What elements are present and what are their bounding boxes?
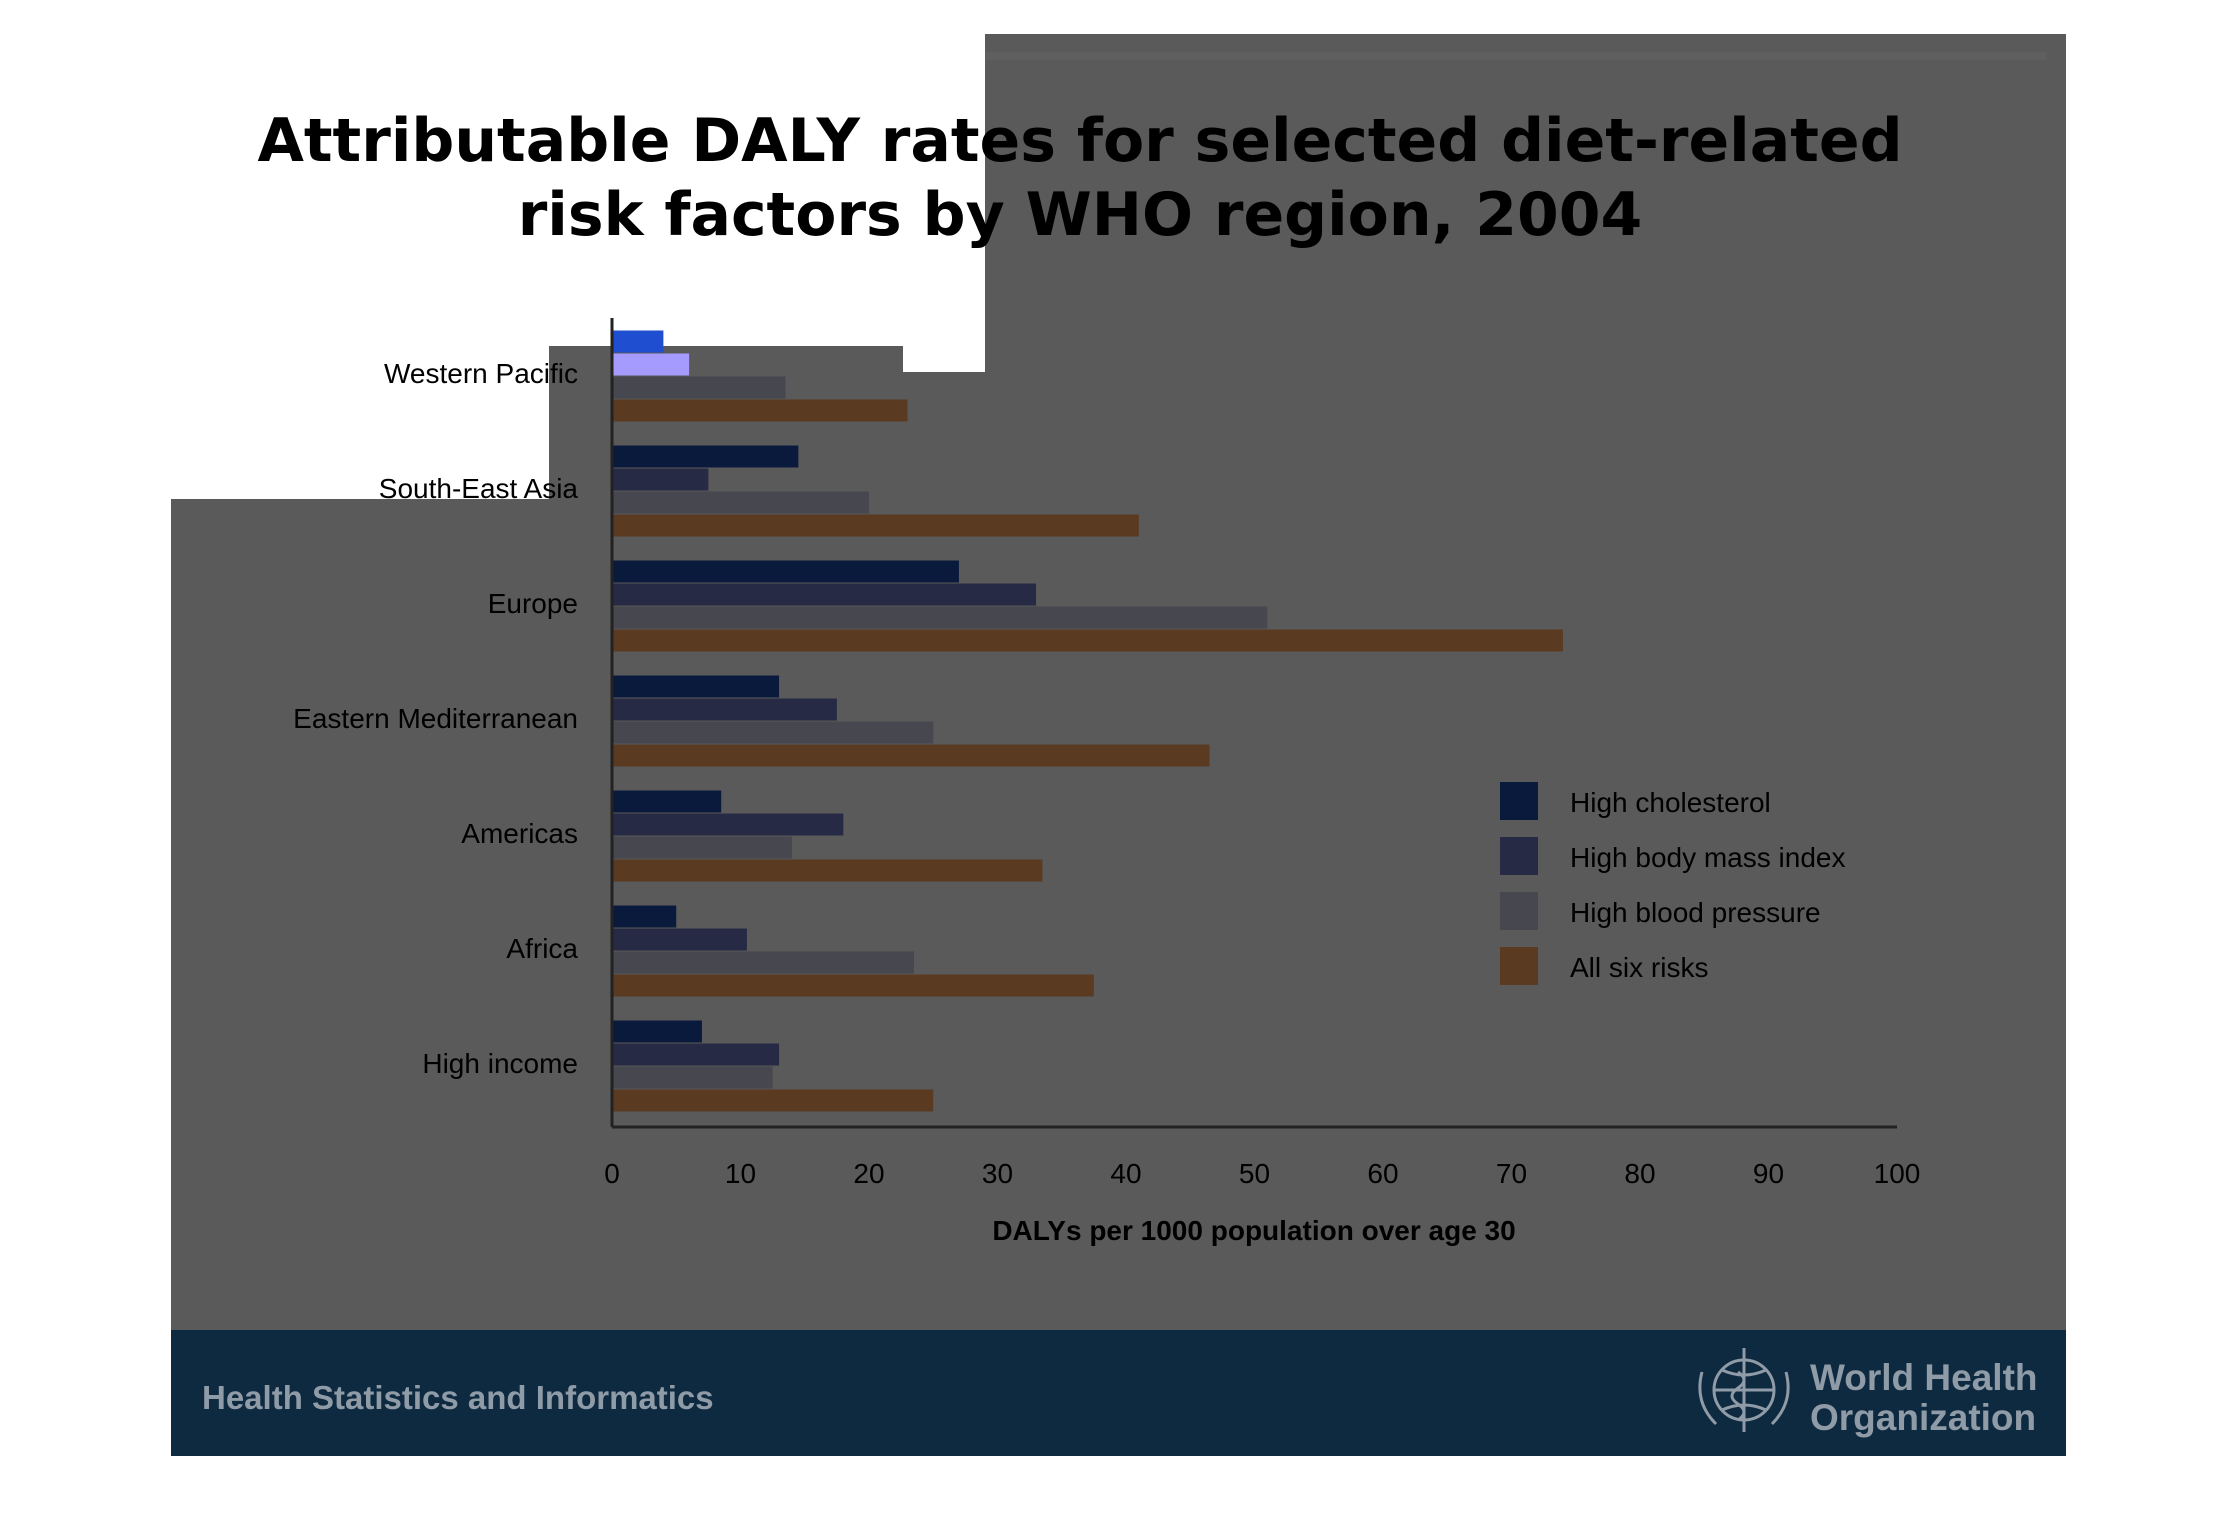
x-tick-label: 30 — [982, 1158, 1013, 1189]
legend-swatch — [1500, 947, 1538, 985]
bar-all-six-risks-africa — [612, 974, 1094, 997]
bar-all-six-risks-americas — [612, 859, 1043, 882]
bar-all-six-risks-high-income — [612, 1089, 934, 1112]
bar-high-cholesterol-europe — [612, 560, 959, 583]
bar-high-cholesterol-africa — [612, 905, 677, 928]
bar-high-cholesterol-western-pacific — [612, 330, 664, 353]
x-tick-label: 80 — [1624, 1158, 1655, 1189]
bar-high-blood-pressure-europe — [612, 606, 1268, 629]
bar-all-six-risks-eastern-mediterranean — [612, 744, 1210, 767]
category-label: High income — [422, 1048, 578, 1079]
x-tick-label: 10 — [725, 1158, 756, 1189]
x-tick-label: 100 — [1874, 1158, 1921, 1189]
title-line-2: risk factors by WHO region, 2004 — [517, 180, 1643, 250]
bar-high-blood-pressure-high-income — [612, 1066, 773, 1089]
title-line-1: Attributable DALY rates for selected die… — [257, 106, 1903, 176]
organization-name: World Health Organization — [1810, 1358, 2038, 1438]
category-label: Africa — [506, 933, 578, 964]
bar-high-body-mass-index-high-income — [612, 1043, 780, 1066]
bar-high-body-mass-index-europe — [612, 583, 1037, 606]
x-axis-label: DALYs per 1000 population over age 30 — [992, 1215, 1515, 1246]
bar-high-cholesterol-high-income — [612, 1020, 702, 1043]
x-tick-label: 40 — [1110, 1158, 1141, 1189]
bar-high-blood-pressure-eastern-mediterranean — [612, 721, 934, 744]
category-label: South-East Asia — [379, 473, 579, 504]
legend-label: High body mass index — [1570, 842, 1845, 873]
legend-swatch — [1500, 837, 1538, 875]
bar-high-blood-pressure-western-pacific — [612, 376, 786, 399]
bar-high-body-mass-index-africa — [612, 928, 747, 951]
bar-high-blood-pressure-south-east-asia — [612, 491, 869, 514]
bar-high-blood-pressure-americas — [612, 836, 792, 859]
bar-all-six-risks-europe — [612, 629, 1563, 652]
slide-panel-mid — [549, 346, 2066, 499]
bar-high-body-mass-index-western-pacific — [612, 353, 690, 376]
bar-all-six-risks-western-pacific — [612, 399, 908, 422]
category-label: Western Pacific — [384, 358, 578, 389]
who-emblem-icon — [1698, 1348, 1790, 1432]
legend-swatch — [1500, 782, 1538, 820]
bar-all-six-risks-south-east-asia — [612, 514, 1139, 537]
legend-label: All six risks — [1570, 952, 1708, 983]
bar-high-blood-pressure-africa — [612, 951, 914, 974]
category-label: Americas — [461, 818, 578, 849]
bar-high-cholesterol-south-east-asia — [612, 445, 799, 468]
organization-name-line-2: Organization — [1810, 1397, 2037, 1438]
category-label: Eastern Mediterranean — [293, 703, 578, 734]
x-tick-label: 20 — [853, 1158, 884, 1189]
x-tick-label: 60 — [1367, 1158, 1398, 1189]
x-tick-label: 70 — [1496, 1158, 1527, 1189]
organization-name-line-1: World Health — [1810, 1357, 2038, 1398]
x-tick-label: 50 — [1239, 1158, 1270, 1189]
x-tick-label: 0 — [604, 1158, 620, 1189]
bar-high-cholesterol-americas — [612, 790, 722, 813]
footer-bar — [171, 1330, 2066, 1456]
slide-panel-notch — [903, 346, 985, 372]
legend-label: High blood pressure — [1570, 897, 1821, 928]
bar-high-body-mass-index-eastern-mediterranean — [612, 698, 837, 721]
slide-panel-frame — [985, 52, 2047, 60]
footer-text: Health Statistics and Informatics — [202, 1379, 714, 1416]
slide-panel-top — [985, 34, 2066, 346]
slide-title: Attributable DALY rates for selected die… — [240, 104, 1920, 252]
legend-label: High cholesterol — [1570, 787, 1771, 818]
bar-high-body-mass-index-south-east-asia — [612, 468, 709, 491]
legend-swatch — [1500, 892, 1538, 930]
bar-high-body-mass-index-americas — [612, 813, 844, 836]
bar-high-cholesterol-eastern-mediterranean — [612, 675, 780, 698]
x-tick-label: 90 — [1753, 1158, 1784, 1189]
category-label: Europe — [488, 588, 578, 619]
